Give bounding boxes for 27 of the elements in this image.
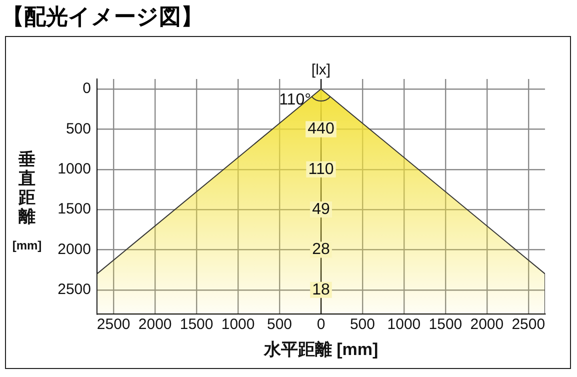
- x-tick-label: 500: [267, 316, 292, 334]
- annotation: 110: [308, 160, 334, 178]
- x-tick-label: 2000: [138, 316, 172, 334]
- y-tick-label: 500: [66, 120, 91, 138]
- x-tick-label: 0: [316, 316, 326, 334]
- x-tick-label: 1500: [428, 316, 462, 334]
- annotation: 110°: [279, 91, 311, 108]
- x-tick-label: 2500: [96, 316, 130, 334]
- annotation: 49: [312, 200, 330, 218]
- x-tick-label: 1000: [221, 316, 255, 334]
- annotation: 28: [312, 241, 330, 258]
- annotation: 440: [308, 120, 334, 138]
- chart-title: 【配光イメージ図】: [2, 4, 203, 32]
- x-tick-label: 500: [350, 316, 375, 334]
- x-tick-label: 2000: [470, 316, 504, 334]
- x-tick-label: 1500: [180, 316, 214, 334]
- y-tick-label: 2000: [58, 240, 91, 258]
- x-axis-title: 水平距離 [mm]: [262, 340, 378, 360]
- y-tick-label: 1500: [58, 200, 91, 218]
- y-tick-label: 0: [82, 80, 91, 98]
- y-axis-title: 垂直距離 [mm]: [12, 150, 42, 252]
- x-tick-label: 1000: [387, 316, 421, 334]
- ref-line-label: [lx]: [311, 62, 331, 79]
- annotation: 18: [312, 281, 330, 298]
- y-tick-label: 1000: [58, 160, 91, 178]
- x-tick-label: 2500: [512, 316, 546, 334]
- y-tick-label: 2500: [58, 281, 91, 298]
